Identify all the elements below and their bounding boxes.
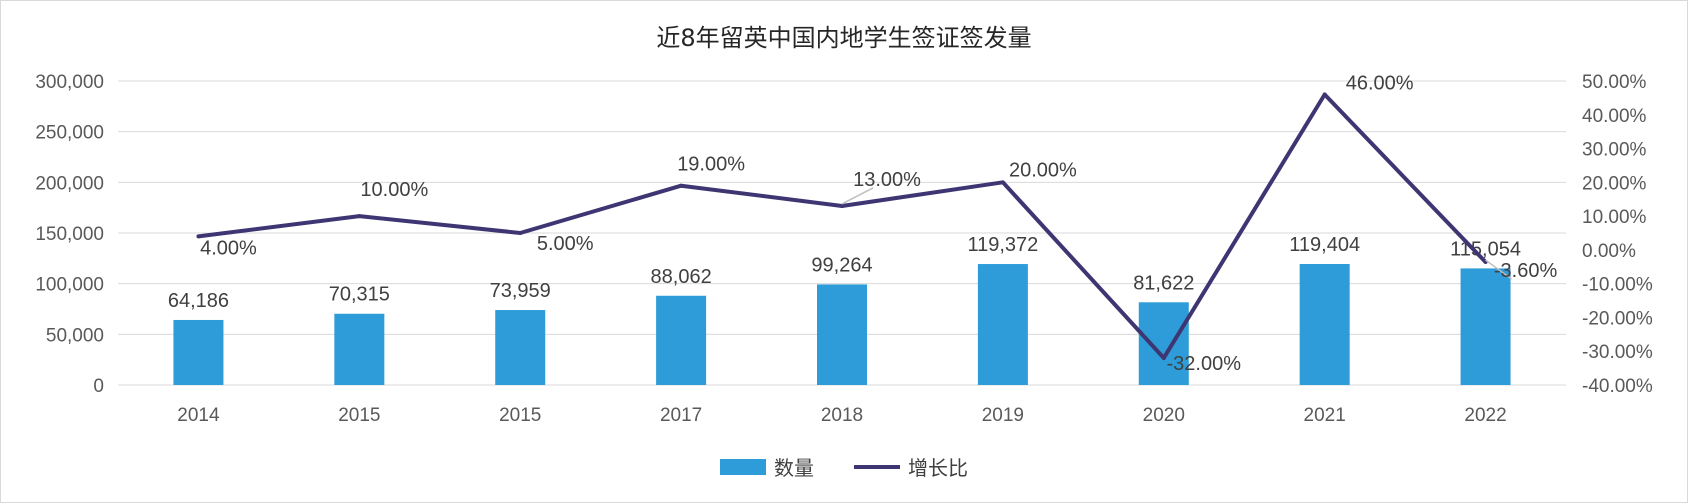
bar [1460,268,1511,385]
line-value-label: 13.00% [853,169,921,191]
legend-item-line: 增长比 [854,452,968,481]
legend: 数量 增长比 [0,452,1688,481]
y-right-tick-label: -20.00% [1582,308,1653,329]
line-point [1161,355,1166,360]
x-tick-label: 2015 [499,405,541,426]
bar [495,310,546,385]
bar [1299,264,1350,385]
line-value-label: 46.00% [1346,73,1414,95]
line-value-label: -32.00% [1167,353,1242,375]
y-left-tick-label: 100,000 [35,275,104,296]
bar [977,264,1028,385]
x-tick-label: 2014 [177,405,220,426]
y-left-tick-label: 200,000 [35,173,104,194]
y-right-tick-label: 40.00% [1582,106,1647,127]
y-left-tick-label: 250,000 [35,123,104,144]
y-left-tick-label: 0 [93,376,104,397]
x-tick-label: 2019 [982,405,1024,426]
line-value-label: -3.60% [1494,260,1558,282]
bar-value-label: 115,054 [1450,238,1521,260]
x-tick-label: 2015 [338,405,380,426]
line-point [840,203,844,208]
y-right-tick-label: 20.00% [1582,173,1647,194]
x-tick-label: 2017 [660,405,702,426]
line-value-label: 19.00% [677,154,745,176]
y-right-tick-label: -40.00% [1582,376,1653,397]
y-right-tick-label: 30.00% [1582,140,1647,161]
line-point [679,183,684,188]
line-label-leader [841,187,874,205]
bar-value-label: 88,062 [651,266,712,288]
x-tick-label: 2022 [1464,405,1506,426]
legend-swatch-bars [720,458,766,475]
legend-label-line: 增长比 [908,456,968,480]
line-point [1322,92,1327,97]
y-left-tick-label: 50,000 [46,325,104,346]
bar-value-label: 119,372 [967,234,1038,256]
bar-value-label: 70,315 [329,284,390,306]
line-point [196,234,201,239]
line-point [518,231,523,235]
bar [334,313,385,385]
bar [1138,302,1189,385]
y-right-tick-label: 0.00% [1582,241,1636,262]
line-point [1000,180,1005,185]
line-value-label: 10.00% [360,179,428,201]
x-tick-label: 2021 [1304,405,1346,426]
bar-value-label: 81,622 [1133,272,1194,294]
line-point [357,214,362,219]
bar-value-label: 119,404 [1289,234,1360,256]
bar [656,295,707,385]
x-tick-label: 2020 [1143,405,1185,426]
y-right-tick-label: 50.00% [1582,72,1647,93]
bar-value-label: 99,264 [811,254,872,276]
chart-title: 近8年留英中国内地学生签证签发量 [656,24,1032,52]
y-left-tick-label: 150,000 [35,224,104,245]
legend-swatch-line [854,464,900,469]
line-value-label: 4.00% [200,237,257,259]
y-right-tick-label: -30.00% [1582,342,1653,363]
line-value-label: 5.00% [537,233,594,255]
line-label-leader [1485,259,1512,280]
bar [817,284,867,385]
y-right-tick-label: -10.00% [1582,275,1653,296]
bar-value-label: 64,186 [168,290,229,312]
x-tick-label: 2018 [821,405,863,426]
legend-label-bars: 数量 [774,456,814,480]
y-left-tick-label: 300,000 [35,72,104,93]
bar [173,319,224,385]
y-right-tick-label: 10.00% [1582,207,1647,228]
bar-value-label: 73,959 [490,280,551,302]
line-value-label: 20.00% [1009,159,1077,181]
legend-item-bars: 数量 [720,452,814,481]
